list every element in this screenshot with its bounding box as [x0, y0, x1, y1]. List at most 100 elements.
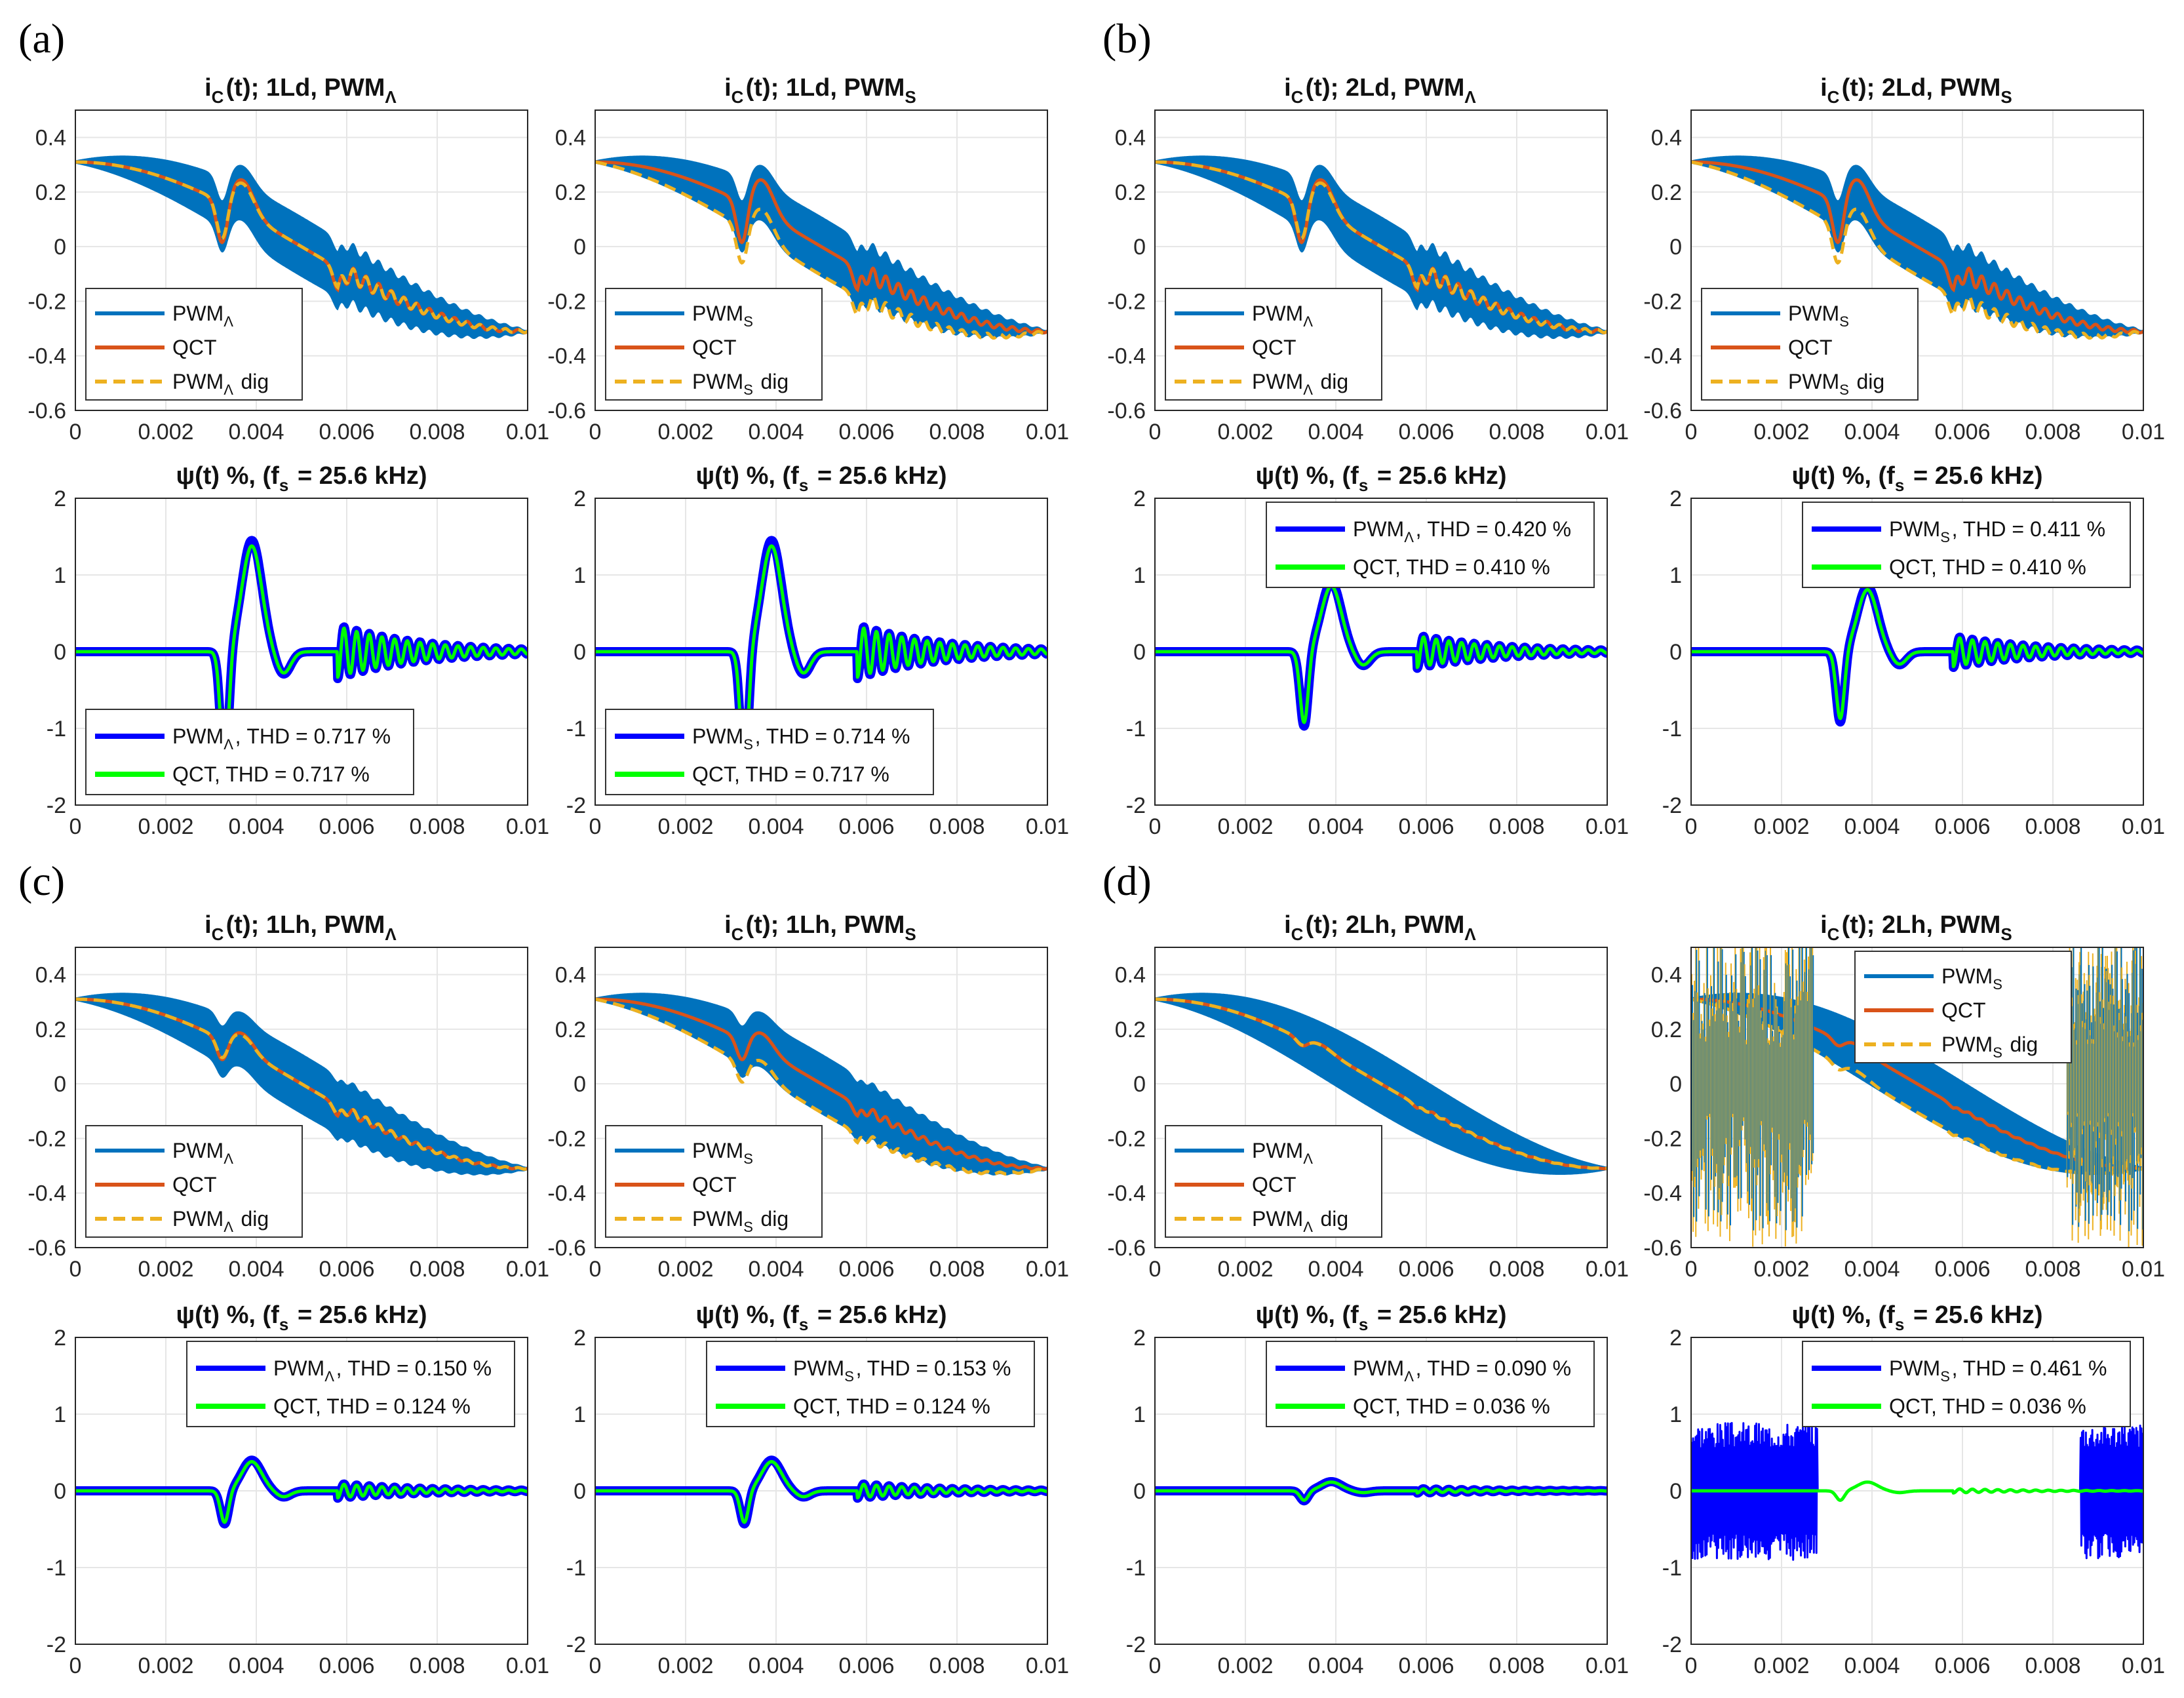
x-tick-label: 0.006	[1398, 1257, 1454, 1282]
plot-c4: 0 0.002 0.004 0.006 0.008 0.01 -2 -1 0 1 2 ψ(t) %, …	[566, 1301, 1069, 1678]
axes-frame	[1154, 1337, 1608, 1645]
x-tick-label: 0.002	[657, 420, 713, 444]
pwm-unstable-segment	[1732, 1011, 1734, 1115]
dig-unstable-segment	[1730, 963, 1732, 1155]
pwm-unstable-segment	[1766, 955, 1768, 1203]
dig-unstable-segment	[1772, 1036, 1774, 1181]
axes-frame	[595, 498, 1048, 806]
legend-label: PWMS dig	[692, 370, 789, 398]
y-tick-label: 0	[54, 1479, 66, 1504]
legend-label: PWMS	[692, 1139, 755, 1167]
dig-unstable-segment	[1799, 991, 1801, 1176]
qct-psi-line	[75, 1460, 528, 1524]
legend-box	[85, 709, 414, 795]
pwm-unstable-segment	[1739, 1032, 1741, 1140]
plot-b3: 0 0.002 0.004 0.006 0.008 0.01 -2 -1 0 1 2 ψ(t) %, …	[1126, 462, 1629, 839]
pwm-unstable-segment	[1758, 995, 1760, 1159]
plot-title: ψ(t) %, (fs = 25.6 kHz)	[1791, 1301, 2042, 1334]
x-tick-label: 0.008	[409, 420, 465, 444]
x-tick-label: 0.002	[1753, 420, 1809, 444]
dig-unstable-segment	[1801, 947, 1803, 1231]
x-tick-label: 0.002	[1217, 420, 1273, 444]
axes-frame	[595, 947, 1048, 1248]
dig-unstable-segment	[1721, 947, 1723, 1215]
pwm-unstable-segment	[1745, 1044, 1747, 1164]
dig-unstable-segment	[1757, 985, 1759, 1168]
y-tick-label: -0.6	[1107, 399, 1146, 424]
y-tick-label: 0.4	[555, 126, 586, 151]
axes-frame	[75, 109, 528, 411]
pwm-unstable-segment	[1761, 1017, 1763, 1122]
plot-b4: 0 0.002 0.004 0.006 0.008 0.01 -2 -1 0 1 2 ψ(t) %, …	[1662, 462, 2165, 839]
plot-title: iC (t); 2Lh, PWMS	[1820, 911, 2014, 944]
y-tick-label: 0	[1133, 1479, 1146, 1504]
y-tick-label: 2	[574, 1326, 586, 1351]
x-tick-label: 0.004	[1308, 814, 1363, 839]
pwm-unstable-segment	[1694, 991, 1696, 1177]
plot-d3: 0 0.002 0.004 0.006 0.008 0.01 -2 -1 0 1 2 ψ(t) %, …	[1126, 1301, 1629, 1678]
y-tick-label: -0.2	[28, 1126, 66, 1151]
y-tick-label: -0.6	[28, 399, 66, 424]
y-tick-label: 1	[1133, 563, 1146, 588]
y-tick-label: 2	[1133, 486, 1146, 511]
pwm-unstable-segment	[1773, 1041, 1775, 1171]
dig-series-line	[595, 997, 1047, 1176]
y-tick-label: -1	[566, 717, 586, 741]
qct-psi-line	[595, 544, 1047, 768]
plot-c3: 0 0.002 0.004 0.006 0.008 0.01 -2 -1 0 1 2 ψ(t) %, …	[47, 1301, 549, 1678]
legend: PWMΛ , THD = 0.717 % QCT, THD = 0.717 %	[85, 709, 414, 795]
dig-unstable-segment	[1740, 949, 1742, 1211]
pwm-unstable-segment	[1753, 1007, 1755, 1231]
dig-unstable-segment	[1778, 1026, 1780, 1140]
pwm-unstable-segment	[1797, 1005, 1799, 1177]
pwm-unstable-segment	[1692, 985, 1694, 1172]
qct-series-line	[595, 160, 1047, 335]
y-tick-label: -0.2	[547, 1126, 586, 1151]
dig-unstable-segment	[1808, 957, 1810, 1180]
x-tick-label: 0.004	[748, 814, 804, 839]
pwm-unstable-segment	[1723, 1021, 1725, 1174]
dig-series-line	[75, 997, 528, 1171]
y-tick-label: -0.2	[28, 289, 66, 314]
legend-label: PWMΛ	[172, 302, 235, 330]
pwm-unstable-segment	[1781, 1037, 1783, 1155]
legend: PWMS QCT PWMS dig	[605, 288, 823, 401]
dig-unstable-segment	[1744, 964, 1745, 1146]
y-tick-label: -0.6	[28, 1236, 66, 1261]
axes-frame	[75, 947, 528, 1248]
axes-frame	[595, 109, 1048, 411]
pwm-unstable-segment	[1770, 955, 1772, 1166]
dig-unstable-segment	[1789, 964, 1791, 1150]
legend-label: PWMΛ , THD = 0.420 %	[1353, 517, 1571, 545]
legend-box	[605, 709, 934, 795]
x-tick-label: 0	[1685, 814, 1698, 839]
y-tick-label: -2	[47, 793, 66, 818]
axes-frame	[1690, 498, 2144, 806]
axes-frame	[1154, 109, 1608, 411]
plot-a3: 0 0.002 0.004 0.006 0.008 0.01 -2 -1 0 1 2 ψ(t) %, …	[47, 462, 549, 839]
x-tick-label: 0	[69, 1653, 82, 1678]
x-tick-label: 0.004	[228, 1257, 284, 1282]
y-tick-label: 0.4	[1651, 963, 1682, 988]
y-tick-label: 0	[574, 235, 586, 260]
x-tick-label: 0.002	[1217, 1653, 1273, 1678]
dig-series-line	[1155, 997, 1607, 1170]
x-tick-label: 0.008	[2025, 814, 2080, 839]
y-tick-label: -1	[1662, 1556, 1682, 1581]
dig-unstable-segment	[1694, 980, 1696, 1187]
pwm-unstable-segment	[1719, 1008, 1721, 1189]
x-tick-label: 0.004	[748, 1653, 804, 1678]
series-group	[595, 536, 1047, 777]
y-tick-label: 0.2	[35, 1017, 66, 1042]
x-tick-label: 0.01	[506, 1653, 549, 1678]
pwm-unstable-segment	[1774, 993, 1776, 1197]
dig-unstable-segment	[1709, 975, 1711, 1191]
x-tick-label: 0.004	[748, 1257, 804, 1282]
x-tick-label: 0.008	[1489, 1257, 1544, 1282]
y-tick-label: -0.4	[547, 1181, 586, 1206]
legend: PWMS , THD = 0.461 % QCT, THD = 0.036 %	[1802, 1341, 2131, 1427]
y-tick-label: 0.2	[35, 180, 66, 205]
x-tick-label: 0.002	[657, 1653, 713, 1678]
y-tick-label: 2	[574, 486, 586, 511]
dig-unstable-segment	[1703, 983, 1705, 1172]
